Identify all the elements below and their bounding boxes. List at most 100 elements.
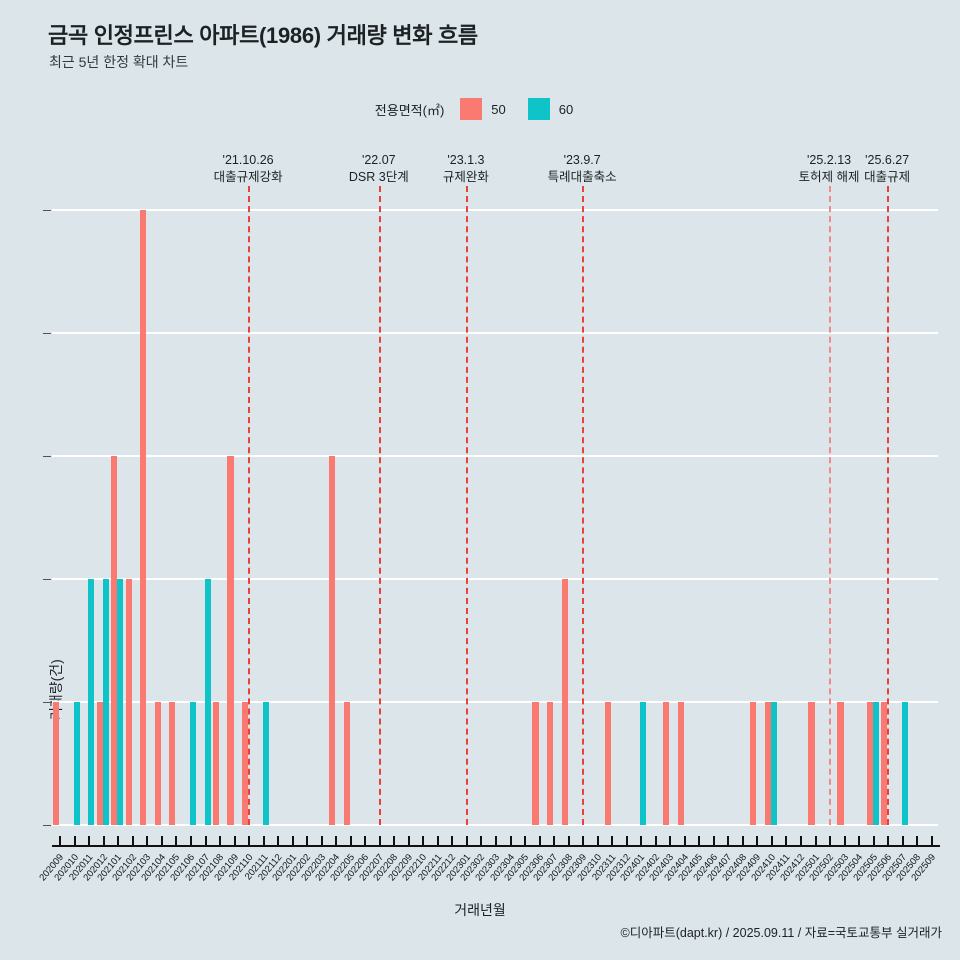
bar-202101-60[interactable]: [117, 579, 124, 825]
x-tick-mark: [916, 836, 919, 847]
chart-legend: 전용면적(㎡) 50 60: [0, 98, 960, 120]
x-tick-mark: [683, 836, 686, 847]
x-tick-mark: [538, 836, 541, 847]
annotation-text: 토허제 해제: [798, 170, 860, 184]
legend-label-60: 60: [558, 101, 574, 117]
bar-202009-50[interactable]: [53, 702, 60, 825]
annotation-202309: '23.9.7 특례대출축소: [548, 152, 617, 186]
x-tick-mark: [785, 836, 788, 847]
x-tick-mark: [669, 836, 672, 847]
x-tick-mark: [189, 836, 192, 847]
bar-202403-50[interactable]: [663, 702, 670, 825]
annotation-202110: '21.10.26 대출규제강화: [214, 152, 283, 186]
bar-202501-50[interactable]: [808, 702, 815, 825]
bar-202410-60[interactable]: [770, 702, 778, 825]
bar-202308-50[interactable]: [561, 579, 568, 825]
bar-202012-50[interactable]: [96, 702, 103, 825]
bar-202505-50[interactable]: [866, 702, 873, 825]
bar-202101-50[interactable]: [111, 456, 118, 825]
annotation-202207: '22.07 DSR 3단계: [349, 152, 409, 186]
x-tick-mark: [146, 836, 149, 847]
annotation-date: '21.10.26: [222, 153, 274, 167]
x-tick-mark: [654, 836, 657, 847]
bar-202505-60[interactable]: [872, 702, 879, 825]
bar-202103-50[interactable]: [140, 210, 147, 825]
legend-item-60[interactable]: 60: [527, 98, 574, 120]
bar-202110-50[interactable]: [241, 702, 249, 825]
bar-202409-50[interactable]: [750, 702, 757, 825]
x-tick-mark: [814, 836, 817, 847]
bar-202205-50[interactable]: [343, 702, 350, 825]
annotation-line-202502: [829, 186, 832, 825]
x-tick-mark: [436, 836, 439, 847]
bar-202410-50[interactable]: [764, 702, 771, 825]
legend-label-50: 50: [491, 101, 506, 117]
x-tick-mark: [204, 836, 207, 847]
x-tick-mark: [611, 836, 614, 847]
x-tick-mark: [378, 836, 381, 847]
bar-202011-60[interactable]: [88, 579, 95, 825]
x-tick-mark: [175, 836, 178, 847]
x-tick-mark: [451, 836, 454, 847]
annotation-date: '23.9.7: [563, 153, 601, 167]
x-tick-mark: [727, 836, 730, 847]
legend-title: 전용면적(㎡): [374, 102, 445, 118]
bar-202307-50[interactable]: [546, 702, 554, 825]
legend-swatch-60: [527, 98, 550, 120]
bar-202105-50[interactable]: [169, 702, 176, 825]
x-tick-mark: [465, 836, 468, 847]
bar-202306-50[interactable]: [532, 702, 539, 825]
x-tick-mark: [59, 836, 62, 847]
x-tick-mark: [160, 836, 163, 847]
x-tick-mark: [843, 836, 846, 847]
x-tick-mark: [625, 836, 628, 847]
bar-202506-50[interactable]: [881, 702, 888, 825]
x-tick-mark: [73, 836, 76, 847]
x-tick-mark: [800, 836, 803, 847]
bar-202404-50[interactable]: [677, 702, 684, 825]
bar-202108-50[interactable]: [212, 702, 220, 825]
bar-202109-50[interactable]: [227, 456, 234, 825]
x-tick-mark: [553, 836, 556, 847]
x-tick-mark: [102, 836, 105, 847]
x-tick-mark: [422, 836, 425, 847]
annotation-line-202506: [887, 186, 890, 825]
annotation-text: 대출규제강화: [213, 170, 283, 184]
annotation-date: '22.07: [361, 153, 396, 167]
bar-202507-60[interactable]: [901, 702, 908, 825]
y-tick-mark: [43, 579, 51, 580]
annotation-line-202207: [378, 186, 381, 825]
footer-credit: ©디아파트(dapt.kr) / 2025.09.11 / 자료=국토교통부 실…: [620, 926, 943, 940]
x-tick-mark: [219, 836, 222, 847]
x-tick-mark: [480, 836, 483, 847]
gridline: [52, 701, 938, 703]
gridline: [52, 332, 938, 334]
annotation-202502: '25.2.13 토허제 해제: [799, 152, 860, 186]
x-tick-mark: [756, 836, 759, 847]
annotation-date: '23.1.3: [447, 153, 485, 167]
bar-202102-50[interactable]: [125, 579, 132, 825]
legend-item-50[interactable]: 50: [460, 98, 506, 120]
annotation-date: '25.6.27: [865, 153, 910, 167]
annotation-202506: '25.6.27 대출규제: [864, 152, 910, 186]
bar-202204-50[interactable]: [329, 456, 336, 825]
x-tick-mark: [262, 836, 265, 847]
page-title: 금곡 인정프린스 아파트(1986) 거래량 변화 흐름: [48, 23, 478, 48]
bar-202106-60[interactable]: [189, 702, 197, 825]
x-tick-mark: [901, 836, 904, 847]
x-tick-mark: [741, 836, 744, 847]
bar-202503-50[interactable]: [837, 702, 844, 825]
bar-202107-60[interactable]: [204, 579, 211, 825]
bar-202012-60[interactable]: [102, 579, 109, 825]
bar-202401-60[interactable]: [640, 702, 647, 825]
bar-202311-50[interactable]: [605, 702, 612, 825]
gridline: [52, 455, 938, 457]
bar-202104-50[interactable]: [154, 702, 161, 825]
bar-202111-60[interactable]: [262, 702, 269, 825]
x-tick-mark: [88, 836, 91, 847]
gridline: [52, 578, 938, 580]
x-tick-mark: [393, 836, 396, 847]
x-tick-mark: [131, 836, 134, 847]
bar-202010-60[interactable]: [73, 702, 80, 825]
